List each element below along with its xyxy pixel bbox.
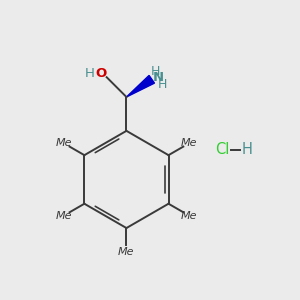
Text: H: H <box>242 142 253 158</box>
Text: Cl: Cl <box>215 142 229 158</box>
Text: Me: Me <box>118 247 135 256</box>
Text: H: H <box>85 67 95 80</box>
Text: N: N <box>153 71 164 84</box>
Text: Me: Me <box>56 138 72 148</box>
Text: Me: Me <box>181 211 197 220</box>
Text: H: H <box>151 64 160 77</box>
Text: O: O <box>95 67 106 80</box>
Text: H: H <box>158 78 167 91</box>
Text: Me: Me <box>56 211 72 220</box>
Polygon shape <box>126 75 154 97</box>
Text: Me: Me <box>181 138 197 148</box>
